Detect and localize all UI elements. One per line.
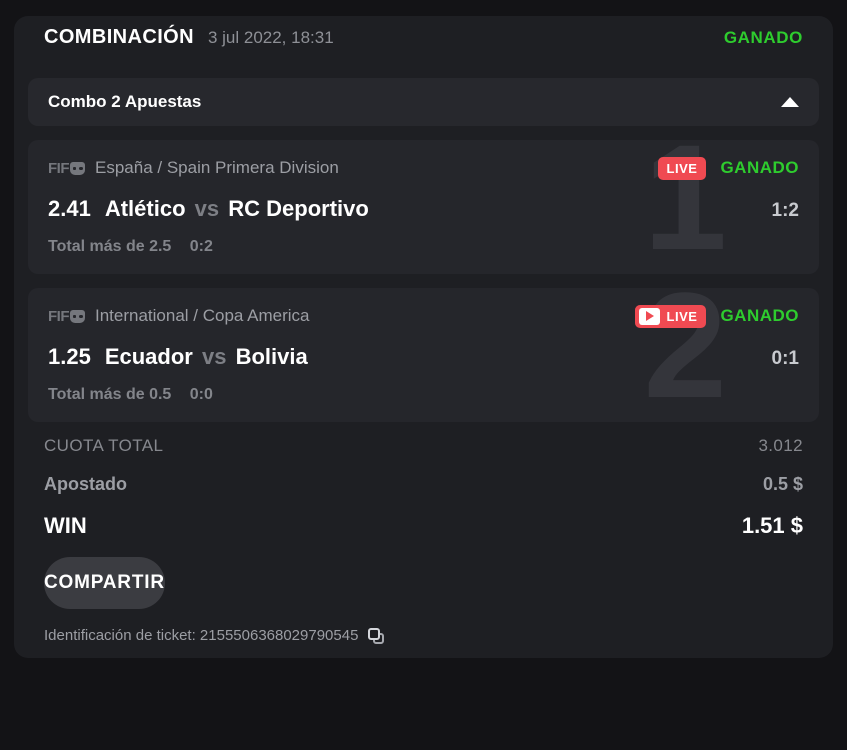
home-team: Atlético: [104, 196, 186, 221]
total-odds-row: CUOTA TOTAL 3.012: [44, 436, 803, 456]
away-team: RC Deportivo: [228, 196, 369, 221]
bet-odds: 1.25: [48, 344, 91, 369]
league-name: International / Copa America: [95, 306, 310, 325]
fifa-gamepad-icon: FIF: [48, 306, 85, 326]
copy-icon[interactable]: [368, 627, 385, 644]
win-label: WIN: [44, 513, 87, 538]
live-badge[interactable]: LIVE: [634, 304, 707, 328]
bet-ticket-card: COMBINACIÓN 3 jul 2022, 18:31 GANADO Com…: [14, 16, 833, 658]
ticket-timestamp: 3 jul 2022, 18:31: [207, 28, 334, 47]
bet-odds: 2.41: [48, 196, 91, 221]
bet-selection-line: Total más de 0.5 0:0: [48, 386, 799, 404]
live-label: LIVE: [666, 308, 698, 324]
bet-row-header-right: LIVE GANADO: [657, 156, 799, 180]
match-score: 1:2: [771, 200, 799, 221]
bet-selection-score: 0:2: [189, 238, 213, 255]
bet-selection-line: Total más de 2.5 0:2: [48, 238, 799, 256]
page-title: COMBINACIÓN: [44, 26, 194, 48]
home-team: Ecuador: [104, 344, 193, 369]
ticket-id-text: Identificación de ticket: 21555063680297…: [44, 627, 359, 644]
fifa-gamepad-icon: FIF: [48, 158, 85, 178]
match-score: 0:1: [771, 348, 799, 369]
bet-row-header: FIF International / Copa America LIVE GA…: [48, 304, 799, 328]
chevron-up-icon[interactable]: [781, 97, 799, 107]
bet-match-line: 1.25 Ecuador vs Bolivia 0:1: [48, 344, 799, 370]
stake-value: 0.5 $: [762, 474, 803, 494]
vs-separator: vs: [201, 344, 227, 369]
win-value: 1.51 $: [741, 513, 803, 538]
bet-match-line: 2.41 Atlético vs RC Deportivo 1:2: [48, 196, 799, 222]
bet-row-header: FIF España / Spain Primera Division LIVE…: [48, 156, 799, 180]
stake-label: Apostado: [44, 474, 127, 494]
bet-row[interactable]: 2 FIF International / Copa America LIVE …: [28, 288, 819, 422]
bet-row-header-right: LIVE GANADO: [634, 304, 799, 328]
live-badge: LIVE: [657, 156, 707, 180]
bet-status-badge: GANADO: [720, 158, 799, 177]
total-odds-value: 3.012: [758, 436, 803, 455]
bet-teams: Atlético vs RC Deportivo: [105, 196, 369, 222]
combo-toggle-bar[interactable]: Combo 2 Apuestas: [28, 78, 819, 126]
share-button-label: COMPARTIR: [44, 572, 165, 593]
bet-selection-score: 0:0: [189, 386, 213, 403]
live-label: LIVE: [666, 160, 698, 176]
bet-status-badge: GANADO: [720, 306, 799, 325]
ticket-header: COMBINACIÓN 3 jul 2022, 18:31 GANADO: [28, 26, 819, 78]
bet-selection: Total más de 2.5: [48, 238, 172, 255]
bet-selection: Total más de 0.5: [48, 386, 172, 403]
stake-row: Apostado 0.5 $: [44, 474, 803, 495]
win-row: WIN 1.51 $: [44, 513, 803, 539]
bet-teams: Ecuador vs Bolivia: [105, 344, 308, 370]
total-odds-label: CUOTA TOTAL: [44, 436, 164, 455]
vs-separator: vs: [194, 196, 220, 221]
ticket-id-footer: Identificación de ticket: 21555063680297…: [44, 627, 803, 644]
bet-row[interactable]: 1 FIF España / Spain Primera Division LI…: [28, 140, 819, 274]
away-team: Bolivia: [235, 344, 308, 369]
play-icon[interactable]: [638, 307, 660, 325]
totals-section: CUOTA TOTAL 3.012 Apostado 0.5 $ WIN 1.5…: [28, 422, 819, 539]
share-button[interactable]: COMPARTIR: [44, 557, 165, 609]
status-badge: GANADO: [723, 28, 803, 47]
combo-label: Combo 2 Apuestas: [48, 92, 202, 111]
league-name: España / Spain Primera Division: [95, 158, 339, 177]
